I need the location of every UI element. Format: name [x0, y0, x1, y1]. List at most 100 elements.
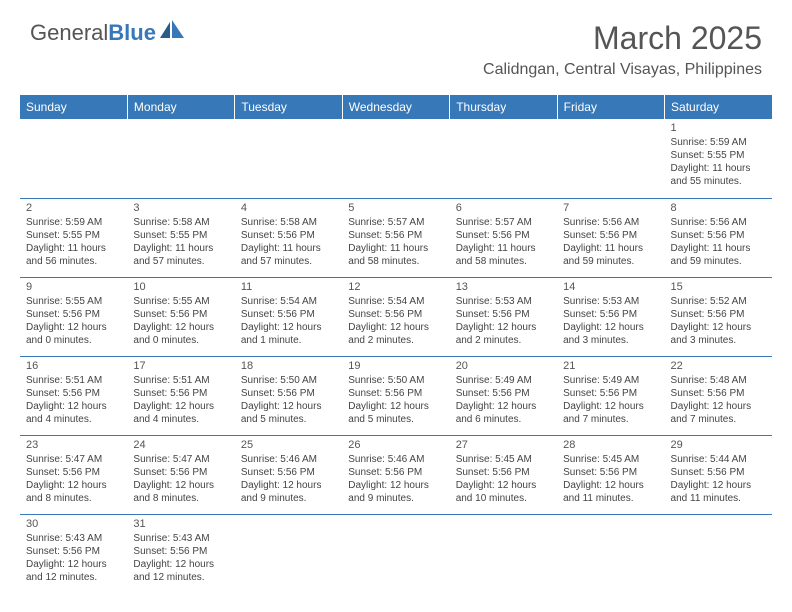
sunrise-text: Sunrise: 5:54 AM [241, 295, 338, 308]
day-cell: 31Sunrise: 5:43 AMSunset: 5:56 PMDayligh… [127, 514, 234, 593]
day-cell: 17Sunrise: 5:51 AMSunset: 5:56 PMDayligh… [127, 356, 234, 435]
daylight-text: Daylight: 12 hours and 0 minutes. [26, 321, 123, 347]
sunset-text: Sunset: 5:56 PM [456, 466, 553, 479]
daylight-text: Daylight: 12 hours and 7 minutes. [671, 400, 768, 426]
day-cell: 16Sunrise: 5:51 AMSunset: 5:56 PMDayligh… [20, 356, 127, 435]
sunrise-text: Sunrise: 5:46 AM [241, 453, 338, 466]
sunrise-text: Sunrise: 5:54 AM [348, 295, 445, 308]
daylight-text: Daylight: 12 hours and 11 minutes. [671, 479, 768, 505]
sunset-text: Sunset: 5:56 PM [26, 387, 123, 400]
sunrise-text: Sunrise: 5:55 AM [26, 295, 123, 308]
daylight-text: Daylight: 12 hours and 3 minutes. [671, 321, 768, 347]
daylight-text: Daylight: 12 hours and 2 minutes. [456, 321, 553, 347]
daylight-text: Daylight: 12 hours and 8 minutes. [133, 479, 230, 505]
day-number: 13 [456, 280, 553, 294]
empty-cell [665, 514, 772, 593]
day-number: 16 [26, 359, 123, 373]
sunrise-text: Sunrise: 5:47 AM [26, 453, 123, 466]
sunset-text: Sunset: 5:56 PM [241, 308, 338, 321]
day-number: 22 [671, 359, 768, 373]
sunset-text: Sunset: 5:55 PM [133, 229, 230, 242]
sunset-text: Sunset: 5:56 PM [671, 229, 768, 242]
day-cell: 10Sunrise: 5:55 AMSunset: 5:56 PMDayligh… [127, 277, 234, 356]
empty-cell [342, 119, 449, 198]
sunrise-text: Sunrise: 5:58 AM [241, 216, 338, 229]
daylight-text: Daylight: 11 hours and 57 minutes. [241, 242, 338, 268]
day-number: 4 [241, 201, 338, 215]
daylight-text: Daylight: 12 hours and 1 minute. [241, 321, 338, 347]
sunset-text: Sunset: 5:56 PM [348, 308, 445, 321]
daylight-text: Daylight: 12 hours and 10 minutes. [456, 479, 553, 505]
sunrise-text: Sunrise: 5:55 AM [133, 295, 230, 308]
day-cell: 20Sunrise: 5:49 AMSunset: 5:56 PMDayligh… [450, 356, 557, 435]
sunrise-text: Sunrise: 5:48 AM [671, 374, 768, 387]
sunrise-text: Sunrise: 5:59 AM [671, 136, 768, 149]
day-number: 7 [563, 201, 660, 215]
day-cell: 5Sunrise: 5:57 AMSunset: 5:56 PMDaylight… [342, 198, 449, 277]
daylight-text: Daylight: 12 hours and 2 minutes. [348, 321, 445, 347]
sunrise-text: Sunrise: 5:53 AM [563, 295, 660, 308]
month-title: March 2025 [483, 20, 762, 57]
sunrise-text: Sunrise: 5:58 AM [133, 216, 230, 229]
empty-cell [20, 119, 127, 198]
sunset-text: Sunset: 5:56 PM [563, 229, 660, 242]
empty-cell [557, 514, 664, 593]
daylight-text: Daylight: 12 hours and 9 minutes. [348, 479, 445, 505]
sunrise-text: Sunrise: 5:53 AM [456, 295, 553, 308]
day-number: 18 [241, 359, 338, 373]
sunset-text: Sunset: 5:55 PM [671, 149, 768, 162]
day-number: 9 [26, 280, 123, 294]
sunset-text: Sunset: 5:56 PM [241, 229, 338, 242]
day-number: 6 [456, 201, 553, 215]
day-cell: 9Sunrise: 5:55 AMSunset: 5:56 PMDaylight… [20, 277, 127, 356]
day-cell: 2Sunrise: 5:59 AMSunset: 5:55 PMDaylight… [20, 198, 127, 277]
sunrise-text: Sunrise: 5:49 AM [456, 374, 553, 387]
sunrise-text: Sunrise: 5:49 AM [563, 374, 660, 387]
sunrise-text: Sunrise: 5:59 AM [26, 216, 123, 229]
day-number: 8 [671, 201, 768, 215]
day-cell: 8Sunrise: 5:56 AMSunset: 5:56 PMDaylight… [665, 198, 772, 277]
calendar-header-row: SundayMondayTuesdayWednesdayThursdayFrid… [20, 95, 772, 119]
sunset-text: Sunset: 5:56 PM [348, 387, 445, 400]
day-number: 28 [563, 438, 660, 452]
daylight-text: Daylight: 11 hours and 58 minutes. [348, 242, 445, 268]
location: Calidngan, Central Visayas, Philippines [483, 61, 762, 79]
sunset-text: Sunset: 5:55 PM [26, 229, 123, 242]
sunset-text: Sunset: 5:56 PM [348, 229, 445, 242]
day-number: 31 [133, 517, 230, 531]
sunset-text: Sunset: 5:56 PM [241, 466, 338, 479]
logo: GeneralBlue [30, 20, 186, 46]
sunrise-text: Sunrise: 5:44 AM [671, 453, 768, 466]
sunset-text: Sunset: 5:56 PM [133, 308, 230, 321]
daylight-text: Daylight: 11 hours and 58 minutes. [456, 242, 553, 268]
sunset-text: Sunset: 5:56 PM [133, 466, 230, 479]
sunrise-text: Sunrise: 5:56 AM [671, 216, 768, 229]
empty-cell [557, 119, 664, 198]
daylight-text: Daylight: 12 hours and 12 minutes. [26, 558, 123, 584]
empty-cell [342, 514, 449, 593]
day-cell: 12Sunrise: 5:54 AMSunset: 5:56 PMDayligh… [342, 277, 449, 356]
empty-cell [235, 119, 342, 198]
sunset-text: Sunset: 5:56 PM [563, 466, 660, 479]
sunset-text: Sunset: 5:56 PM [563, 387, 660, 400]
day-cell: 6Sunrise: 5:57 AMSunset: 5:56 PMDaylight… [450, 198, 557, 277]
day-cell: 23Sunrise: 5:47 AMSunset: 5:56 PMDayligh… [20, 435, 127, 514]
weekday-header: Monday [127, 95, 234, 119]
daylight-text: Daylight: 12 hours and 5 minutes. [348, 400, 445, 426]
day-number: 10 [133, 280, 230, 294]
calendar-body: 1Sunrise: 5:59 AMSunset: 5:55 PMDaylight… [20, 119, 772, 593]
daylight-text: Daylight: 12 hours and 0 minutes. [133, 321, 230, 347]
daylight-text: Daylight: 12 hours and 5 minutes. [241, 400, 338, 426]
sunset-text: Sunset: 5:56 PM [26, 308, 123, 321]
day-cell: 19Sunrise: 5:50 AMSunset: 5:56 PMDayligh… [342, 356, 449, 435]
empty-cell [450, 514, 557, 593]
weekday-header: Wednesday [342, 95, 449, 119]
sunrise-text: Sunrise: 5:43 AM [26, 532, 123, 545]
sunset-text: Sunset: 5:56 PM [456, 308, 553, 321]
day-cell: 3Sunrise: 5:58 AMSunset: 5:55 PMDaylight… [127, 198, 234, 277]
day-cell: 29Sunrise: 5:44 AMSunset: 5:56 PMDayligh… [665, 435, 772, 514]
daylight-text: Daylight: 12 hours and 6 minutes. [456, 400, 553, 426]
empty-cell [235, 514, 342, 593]
day-number: 12 [348, 280, 445, 294]
day-cell: 7Sunrise: 5:56 AMSunset: 5:56 PMDaylight… [557, 198, 664, 277]
